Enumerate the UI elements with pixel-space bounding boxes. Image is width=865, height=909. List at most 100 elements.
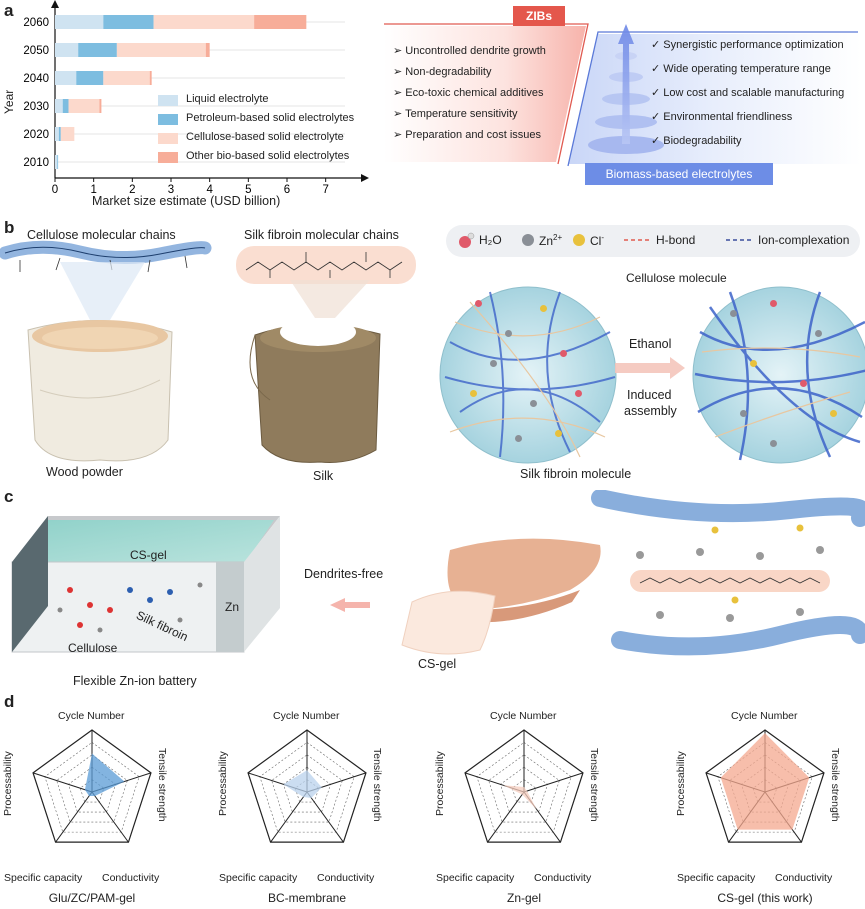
bar-segment: [60, 127, 75, 141]
radar-grid-ring: [488, 754, 560, 823]
component-legend-bar: [446, 225, 860, 257]
x-axis-arrow: [361, 174, 369, 182]
csgel-battery-label: CS-gel: [130, 548, 167, 562]
radar-axis-label: Cycle Number: [731, 710, 798, 722]
legend-swatch: [158, 133, 178, 144]
bar-segment: [68, 99, 100, 113]
legend-ion-complexation: Ion-complexation: [758, 233, 850, 247]
x-tick-label: 4: [206, 184, 213, 196]
bar-segment: [57, 155, 59, 169]
biomass-advantage-item: ✓ Synergistic performance optimization: [651, 39, 844, 51]
hand-with-csgel-image: [401, 538, 601, 655]
legend-cl: Cl-: [590, 233, 605, 248]
panel-label-a: a: [4, 1, 14, 20]
radar-axis-label: Tensile strength: [829, 748, 841, 822]
ion-particle: [505, 330, 512, 337]
ion-particle: [770, 300, 777, 307]
radar-axis: [91, 791, 129, 843]
zibs-title: ZIBs: [513, 6, 565, 26]
legend-entry: Other bio-based solid electrolytes: [186, 150, 350, 162]
ion-particle: [540, 305, 547, 312]
bar-segment: [78, 43, 117, 57]
radar-chart-name: BC-membrane: [267, 891, 347, 905]
x-tick-label: 3: [168, 184, 174, 196]
radar-chart-name: CS-gel (this work): [717, 891, 813, 905]
radar-grid-ring: [464, 729, 584, 843]
bar-segment: [58, 127, 61, 141]
radar-grid-ring: [705, 729, 825, 843]
ion-particle: [490, 360, 497, 367]
panel-label-d: d: [4, 692, 15, 711]
radar-charts: [32, 729, 825, 843]
radar-data-area: [503, 785, 537, 810]
radar-axis-label: Specific capacity: [436, 872, 515, 884]
wood-powder-label: Wood powder: [46, 465, 123, 479]
radar-axis: [487, 791, 525, 843]
legend-swatch: [158, 152, 178, 163]
radar-axis-label: Specific capacity: [219, 872, 298, 884]
silk-sack-image: [249, 318, 381, 463]
legend-h2o: H₂O: [479, 233, 502, 247]
biomass-title: Biomass-based electrolytes: [585, 163, 773, 185]
bar-segment: [55, 71, 77, 85]
bar-segment: [103, 71, 150, 85]
zibs-issue-item: ➢ Non-degradability: [393, 66, 492, 78]
silk-chain-label: Silk fibroin molecular chains: [244, 228, 399, 242]
induced-label: Induced: [627, 388, 672, 402]
panel-b-illustrations: [0, 240, 416, 463]
y-tick-label: 2050: [23, 45, 49, 57]
legend-entry: Petroleum-based solid electrolytes: [186, 112, 355, 124]
bar-segment: [55, 155, 58, 169]
radar-data-area: [84, 753, 125, 797]
ion-particle: [530, 400, 537, 407]
radar-axis: [270, 791, 308, 843]
bar-segment: [62, 99, 69, 113]
ion-particle: [815, 330, 822, 337]
radar-axis: [55, 791, 93, 843]
ion-particle: [800, 380, 807, 387]
x-axis-label: Market size estimate (USD billion): [92, 194, 281, 208]
radar-axis-label: Conductivity: [775, 872, 833, 884]
bar-segment: [99, 99, 102, 113]
y-tick-label: 2010: [23, 157, 49, 169]
cellulose-molecule-label: Cellulose molecule: [626, 271, 727, 285]
battery-image: [11, 516, 280, 653]
zibs-issue-item: ➢ Eco-toxic chemical additives: [393, 87, 544, 99]
radar-grid-ring: [271, 754, 343, 823]
ion-particle: [830, 410, 837, 417]
radar-grid-ring: [476, 742, 572, 833]
legend-entry: Cellulose-based solid electrolyte: [186, 131, 344, 143]
radar-axis-label: Cycle Number: [273, 710, 340, 722]
radar-axis-label: Specific capacity: [677, 872, 756, 884]
biomass-advantage-item: ✓ Wide operating temperature range: [651, 63, 831, 75]
radar-axis: [32, 772, 93, 793]
x-tick-label: 0: [52, 184, 58, 196]
silk-label: Silk: [313, 469, 334, 483]
y-tick-label: 2020: [23, 129, 49, 141]
radar-data-area: [720, 733, 810, 830]
x-tick-label: 5: [245, 184, 251, 196]
radar-chart-name: Zn-gel: [506, 891, 541, 905]
ion-particle: [770, 440, 777, 447]
bar-segment: [149, 71, 152, 85]
radar-axis: [523, 772, 584, 793]
biomass-advantage-item: ✓ Environmental friendliness: [651, 111, 793, 123]
y-tick-label: 2030: [23, 101, 49, 113]
radar-axis-label: Processability: [434, 751, 446, 816]
bar-segment: [254, 15, 307, 29]
biomass-advantage-item: ✓ Biodegradability: [651, 135, 742, 147]
zibs-issue-item: ➢ Temperature sensitivity: [393, 108, 518, 120]
bar-segment: [76, 71, 104, 85]
biomass-advantage-item: ✓ Low cost and scalable manufacturing: [651, 87, 845, 99]
ion-particle: [475, 300, 482, 307]
radar-data-area: [283, 770, 322, 799]
zibs-panel-graphic: [384, 23, 861, 167]
y-tick-label: 2060: [23, 17, 49, 29]
y-axis-label: Year: [2, 89, 16, 114]
x-tick-label: 6: [284, 184, 290, 196]
ion-particle: [515, 435, 522, 442]
radar-axis-label: Conductivity: [534, 872, 592, 884]
cellulose-chain-label: Cellulose molecular chains: [27, 228, 176, 242]
chain-interaction-image: [591, 490, 865, 656]
radar-grid-ring: [717, 742, 813, 833]
